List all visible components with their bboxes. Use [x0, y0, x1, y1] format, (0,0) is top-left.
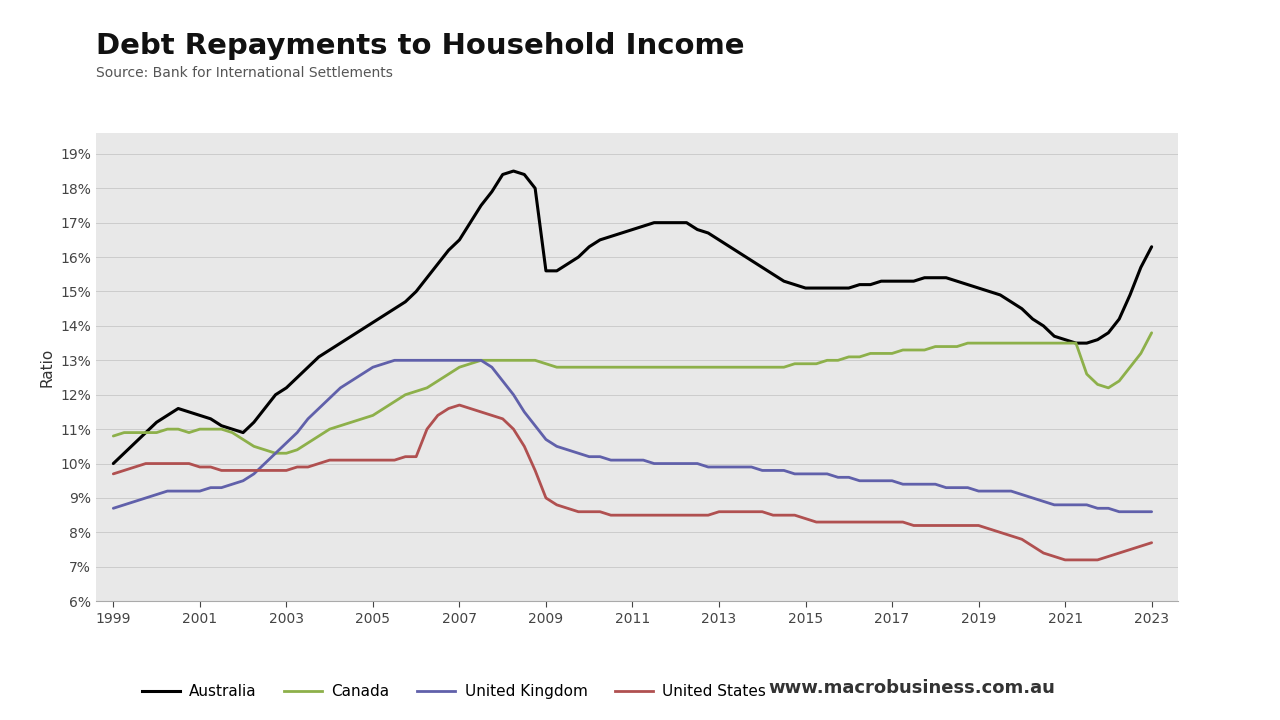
Text: MACRO: MACRO — [1116, 37, 1207, 58]
Legend: Australia, Canada, United Kingdom, United States: Australia, Canada, United Kingdom, Unite… — [136, 678, 772, 705]
Text: Debt Repayments to Household Income: Debt Repayments to Household Income — [96, 32, 745, 60]
Text: BUSINESS: BUSINESS — [1115, 70, 1208, 88]
Text: www.macrobusiness.com.au: www.macrobusiness.com.au — [768, 678, 1055, 697]
Text: Source: Bank for International Settlements: Source: Bank for International Settlemen… — [96, 66, 393, 80]
Y-axis label: Ratio: Ratio — [40, 348, 55, 387]
